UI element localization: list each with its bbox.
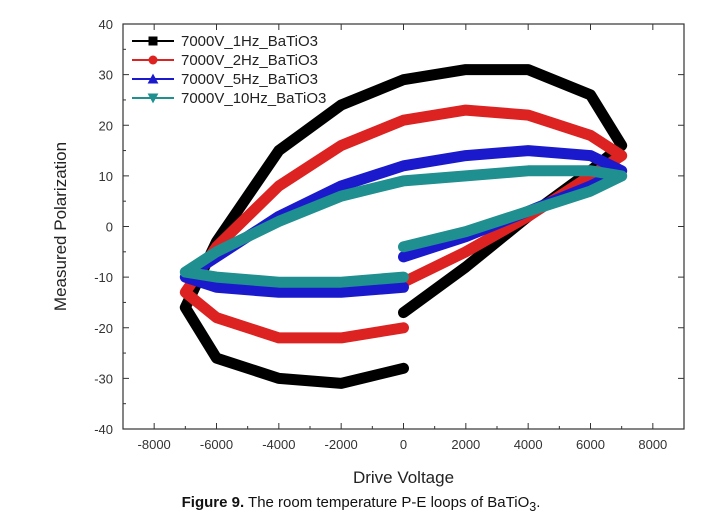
y-tick-label: -10 bbox=[94, 270, 113, 285]
data-point bbox=[461, 151, 470, 159]
data-point bbox=[524, 167, 533, 175]
data-point bbox=[462, 248, 470, 256]
data-point bbox=[462, 106, 470, 114]
x-tick-label: 2000 bbox=[451, 437, 480, 452]
series-1 bbox=[179, 64, 628, 389]
x-tick-label: -6000 bbox=[200, 437, 233, 452]
pe-loop-chart: -8000 -6000 -4000 -2000 0 2000 4000 6000 8000 -40… bbox=[51, 17, 685, 487]
data-point bbox=[586, 167, 595, 175]
data-point bbox=[400, 324, 407, 331]
legend-marker bbox=[148, 55, 158, 65]
data-point bbox=[337, 380, 345, 387]
x-tick-label: -8000 bbox=[138, 437, 171, 452]
y-tick-label: 30 bbox=[99, 68, 113, 83]
y-tick-label: 40 bbox=[99, 17, 113, 32]
caption-text: The room temperature P-E loops of BaTiO bbox=[248, 494, 530, 511]
data-point bbox=[399, 283, 408, 291]
data-point bbox=[274, 288, 283, 296]
data-point bbox=[275, 375, 283, 382]
data-point bbox=[524, 208, 533, 216]
legend-label: 7000V_1Hz_BaTiO3 bbox=[181, 33, 318, 50]
data-point bbox=[275, 147, 283, 154]
legend-marker bbox=[148, 36, 158, 46]
data-point bbox=[212, 248, 221, 256]
legend-marker bbox=[147, 73, 159, 84]
data-point bbox=[586, 151, 595, 159]
x-tick-label: -4000 bbox=[262, 437, 295, 452]
y-axis-title: Measured Polarization bbox=[51, 142, 70, 311]
axes: -8000 -6000 -4000 -2000 0 2000 4000 6000 8000 -40… bbox=[94, 17, 685, 452]
legend-marker bbox=[147, 93, 159, 104]
data-point bbox=[182, 289, 189, 296]
series-line bbox=[179, 104, 628, 344]
data-point bbox=[587, 132, 594, 139]
x-tick-label: 4000 bbox=[514, 437, 543, 452]
data-point bbox=[462, 66, 470, 73]
data-point bbox=[462, 263, 470, 271]
caption-label: Figure 9. bbox=[181, 494, 245, 511]
legend-label: 7000V_5Hz_BaTiO3 bbox=[181, 71, 318, 88]
x-tick-label: -2000 bbox=[325, 437, 358, 452]
data-point bbox=[461, 228, 470, 236]
data-point bbox=[399, 253, 408, 261]
data-point bbox=[213, 314, 220, 321]
data-point bbox=[400, 309, 407, 316]
data-point bbox=[337, 142, 345, 149]
data-point bbox=[587, 91, 594, 99]
data-point bbox=[337, 101, 345, 109]
data-point bbox=[399, 243, 408, 251]
data-point bbox=[400, 76, 407, 83]
data-point bbox=[337, 288, 346, 296]
data-point bbox=[524, 66, 532, 73]
y-tick-label: -20 bbox=[94, 321, 113, 336]
data-point bbox=[399, 161, 408, 169]
data-point bbox=[399, 273, 408, 281]
data-point bbox=[337, 334, 345, 342]
y-tick-label: 0 bbox=[106, 220, 113, 235]
data-point bbox=[461, 172, 470, 180]
data-point bbox=[337, 192, 346, 200]
data-point bbox=[400, 116, 407, 124]
data-point bbox=[586, 187, 595, 195]
series-layer bbox=[179, 64, 628, 389]
caption-end: . bbox=[536, 494, 541, 511]
data-point bbox=[524, 146, 533, 154]
x-tick-label: 6000 bbox=[576, 437, 605, 452]
x-tick-label: 8000 bbox=[638, 437, 667, 452]
data-point bbox=[617, 172, 626, 180]
data-point bbox=[182, 304, 189, 311]
data-point bbox=[337, 278, 346, 287]
data-point bbox=[212, 273, 221, 281]
data-point bbox=[399, 177, 408, 185]
legend-label: 7000V_2Hz_BaTiO3 bbox=[181, 52, 318, 69]
caption-subscript: 3 bbox=[529, 500, 537, 514]
series-4 bbox=[179, 165, 628, 288]
x-tick-label: 0 bbox=[400, 437, 407, 452]
data-point bbox=[213, 354, 220, 362]
y-tick-label: 20 bbox=[99, 118, 113, 133]
y-tick-label: -30 bbox=[94, 371, 113, 386]
data-point bbox=[274, 218, 283, 226]
data-point bbox=[275, 182, 283, 190]
legend: 7000V_1Hz_BaTiO3 7000V_2Hz_BaTiO3 7000V_5H… bbox=[132, 33, 326, 107]
data-point bbox=[275, 334, 283, 342]
data-point bbox=[618, 142, 625, 149]
data-point bbox=[212, 283, 221, 291]
legend-label: 7000V_10Hz_BaTiO3 bbox=[181, 90, 326, 107]
data-point bbox=[337, 182, 346, 190]
x-axis-title: Drive Voltage bbox=[353, 468, 454, 487]
data-point bbox=[274, 278, 283, 287]
data-point bbox=[618, 152, 625, 159]
data-point bbox=[524, 111, 532, 119]
y-tick-label: -40 bbox=[94, 422, 113, 437]
y-tick-label: 10 bbox=[99, 169, 113, 184]
figure-caption: Figure 9. The room temperature P-E loops… bbox=[0, 494, 722, 514]
data-point bbox=[400, 365, 407, 372]
data-point bbox=[181, 268, 190, 276]
